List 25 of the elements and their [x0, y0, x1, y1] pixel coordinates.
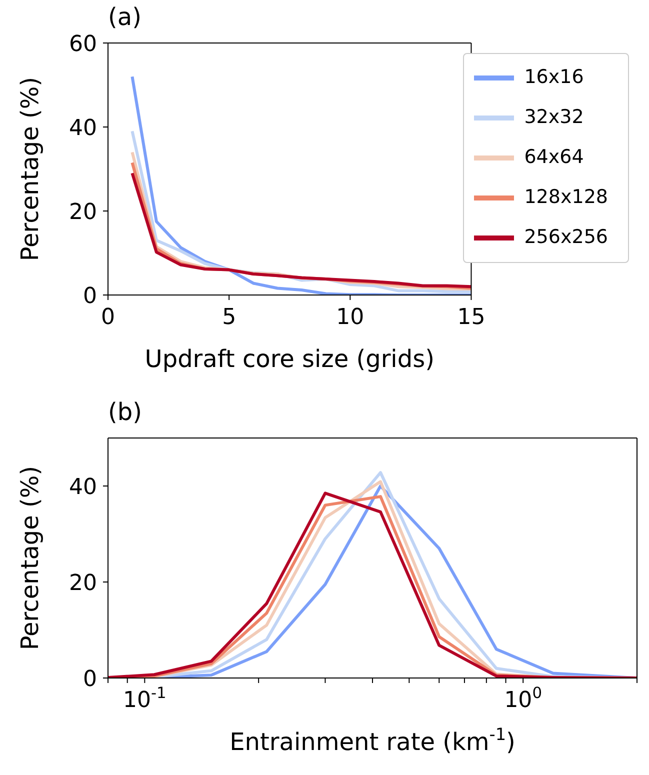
y-tick-label: 20 [69, 571, 97, 596]
legend-label: 128x128 [524, 186, 608, 208]
legend-label: 256x256 [524, 226, 608, 248]
legend-label: 32x32 [524, 106, 584, 128]
chart-title: (b) [108, 398, 142, 426]
y-tick-label: 60 [69, 32, 97, 57]
x-tick-label: 15 [457, 305, 486, 330]
chart-title: (a) [108, 3, 142, 31]
x-tick-label: 0 [101, 305, 115, 330]
x-tick-label: 10$^{0}$ [504, 684, 542, 713]
y-tick-label: 0 [83, 667, 97, 692]
line-series [130, 75, 472, 295]
y-axis-title: Percentage (%) [16, 76, 44, 262]
y-tick-label: 20 [69, 200, 97, 225]
x-axis-title: Updraft core size (grids) [144, 345, 434, 373]
x-axis-title: Entrainment rate (km$^{-1}$) [230, 724, 516, 756]
y-tick-label: 40 [69, 475, 97, 500]
y-tick-label: 0 [83, 284, 97, 309]
legend-label: 16x16 [524, 66, 584, 88]
legend-label: 64x64 [524, 146, 584, 168]
y-axis-title: Percentage (%) [16, 466, 44, 650]
x-tick-label: 10 [336, 305, 364, 330]
x-tick-label: 5 [222, 305, 236, 330]
x-tick-label: 10$^{-1}$ [122, 684, 166, 713]
y-tick-label: 40 [69, 116, 97, 141]
